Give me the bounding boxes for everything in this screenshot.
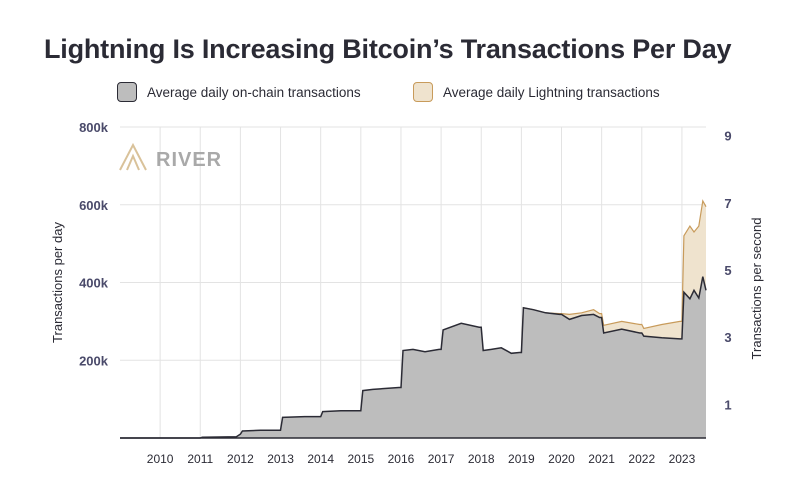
y2-tick-label: 9 [724,129,731,144]
x-tick-label: 2022 [628,452,655,466]
y-axis-title: Transactions per day [50,222,65,343]
river-logo: RIVER [119,142,222,171]
x-tick-label: 2015 [347,452,374,466]
y2-axis-title: Transactions per second [749,218,764,360]
legend-label-lightning: Average daily Lightning transactions [443,84,660,100]
chart-title: Lightning Is Increasing Bitcoin’s Transa… [44,34,732,64]
chart-areas [120,199,707,439]
river-logo-text: RIVER [156,149,222,171]
x-tick-label: 2018 [468,452,495,466]
legend-swatch-onchain [117,82,137,102]
y-tick-label: 600k [79,198,109,213]
y2-tick-label: 3 [724,330,731,345]
chart-axes: 2010 2011 2012 2013 2014 2015 2016 2017 2018 2019… [50,120,764,466]
legend-item-onchain[interactable]: Average daily on-chain transactions [117,82,361,102]
x-tick-label: 2016 [388,452,415,466]
series-line-lightning [520,199,707,353]
x-tick-label: 2011 [187,452,213,466]
y2-tick-label: 7 [724,196,731,211]
legend-swatch-lightning [413,82,433,102]
y-tick-label: 800k [79,120,109,135]
y2-tick-label: 1 [724,397,731,412]
chart-grid [120,126,706,438]
x-tick-label: 2023 [669,452,696,466]
x-tick-label: 2012 [227,452,254,466]
series-area-onchain [120,276,706,438]
x-tick-label: 2021 [588,452,615,466]
y2-tick-label: 5 [724,263,731,278]
x-tick-label: 2020 [548,452,575,466]
legend-label-onchain: Average daily on-chain transactions [147,84,361,100]
x-tick-label: 2013 [267,452,294,466]
y-tick-label: 200k [79,353,109,368]
x-tick-label: 2019 [508,452,535,466]
legend-item-lightning[interactable]: Average daily Lightning transactions [413,82,660,102]
x-tick-label: 2017 [428,452,455,466]
x-tick-label: 2010 [147,452,174,466]
series-line-onchain [120,276,707,439]
chart-legend: Average daily on-chain transactions Aver… [0,82,797,108]
river-mountain-icon [119,142,147,171]
y-tick-label: 400k [79,276,109,291]
x-tick-label: 2014 [307,452,334,466]
